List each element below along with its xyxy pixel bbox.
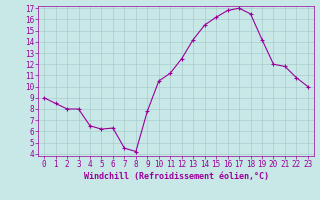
X-axis label: Windchill (Refroidissement éolien,°C): Windchill (Refroidissement éolien,°C) [84,172,268,181]
